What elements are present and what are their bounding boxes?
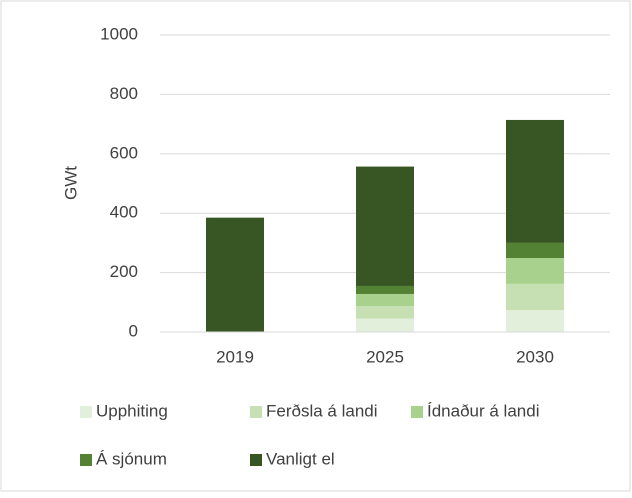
bar-segment [506,310,564,332]
y-tick-label: 800 [110,84,138,103]
legend-label: Upphiting [96,401,168,420]
legend-label: Vanligt el [266,449,335,468]
legend-label: Á sjónum [96,449,167,468]
legend-swatch [411,406,423,418]
bar-segment [356,166,414,286]
bar-segment [356,293,414,307]
legend-swatch [80,406,92,418]
legend-swatch [80,454,92,466]
x-tick-label: 2019 [216,347,254,366]
y-tick-label: 600 [110,143,138,162]
bar-segment [206,217,264,332]
bar-segment [506,119,564,243]
y-axis-label: GWt [61,166,80,200]
bar-segment [506,283,564,311]
bar-segment [506,258,564,284]
x-tick-label: 2025 [366,347,404,366]
y-tick-label: 1000 [100,24,138,43]
legend-label: Ídnaður á landi [427,401,539,420]
legend-label: Ferðsla á landi [266,401,378,420]
bar-segment [356,285,414,294]
bar-segment [356,318,414,332]
bar-segment [356,306,414,319]
legend-swatch [250,406,262,418]
y-tick-label: 0 [129,321,138,340]
y-tick-label: 400 [110,203,138,222]
legend-swatch [250,454,262,466]
bar-segment [506,242,564,259]
y-tick-label: 200 [110,262,138,281]
x-tick-label: 2030 [516,347,554,366]
